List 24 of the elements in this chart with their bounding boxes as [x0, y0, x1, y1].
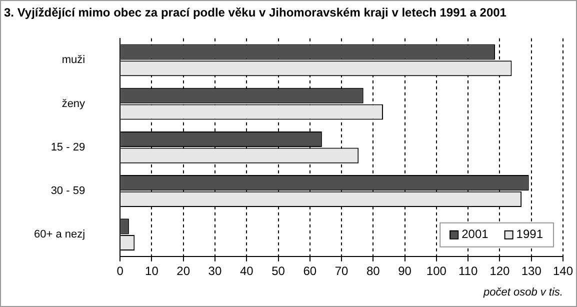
legend-label: 2001 — [462, 227, 489, 242]
legend-label: 1991 — [516, 227, 544, 242]
x-tick-label: 70 — [334, 264, 349, 278]
y-tick-label: 30 - 59 — [50, 185, 86, 198]
y-tick-label: ženy — [62, 98, 86, 110]
chart-title: 3. Vyjíždějící mimo obec za prací podle věku v Jihomoravském kraji v letech 1991 a 2001 — [4, 6, 507, 20]
x-tick-label: 40 — [240, 264, 254, 278]
x-tick-label: 120 — [490, 264, 510, 278]
y-tick-label: muži — [62, 54, 86, 66]
x-tick-label: 140 — [552, 264, 574, 278]
x-axis-title: počet osob v tis. — [482, 286, 563, 298]
x-tick-label: 130 — [521, 264, 542, 278]
x-tick-label: 30 — [208, 264, 222, 278]
x-tick-label: 60 — [303, 264, 317, 278]
x-tick-label: 10 — [145, 264, 159, 278]
x-tick-label: 50 — [272, 264, 286, 278]
x-tick-label: 20 — [176, 264, 190, 278]
x-tick-label: 0 — [116, 264, 124, 278]
x-tick-label: 90 — [398, 264, 412, 278]
x-tick-label: 100 — [426, 264, 447, 278]
y-tick-label: 60+ a nezj — [34, 228, 86, 241]
x-tick-label: 110 — [458, 264, 478, 278]
x-tick-label: 80 — [366, 264, 380, 278]
y-tick-label: 15 - 29 — [50, 141, 86, 154]
